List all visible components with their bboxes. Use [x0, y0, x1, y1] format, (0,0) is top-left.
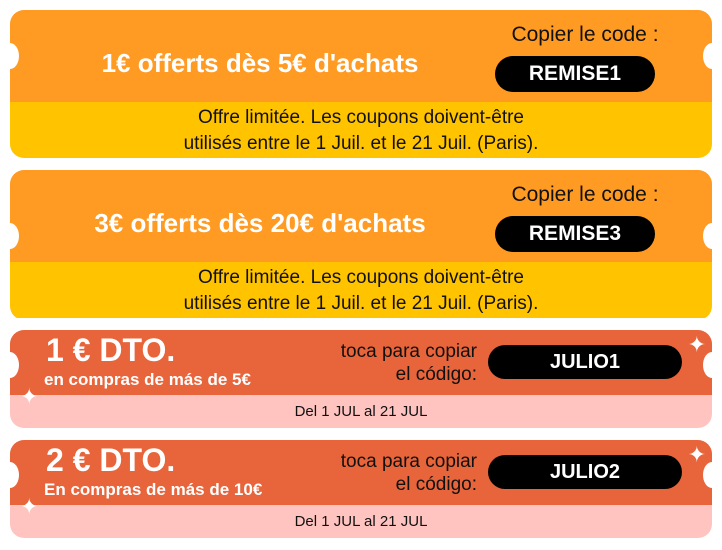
notch	[10, 223, 19, 249]
copy-label-line: el código:	[395, 364, 477, 385]
sparkle-icon: ✦	[687, 332, 706, 357]
coupon-headline: 3€ offerts dès 20€ d'achats	[94, 208, 426, 238]
code-button[interactable]: JULIO2	[488, 455, 682, 489]
copy-code-label: toca para copiar el código:	[341, 340, 477, 386]
coupon-terms: Offre limitée. Les coupons doivent-être …	[10, 102, 712, 158]
coupon-julio2[interactable]: 2 € DTO. En compras de más de 10€ toca p…	[10, 440, 712, 538]
coupon-remise3[interactable]: 3€ offerts dès 20€ d'achats Copier le co…	[10, 170, 712, 320]
notch	[703, 223, 712, 249]
notch	[703, 352, 712, 378]
discount-amount: 2 € DTO.	[46, 442, 176, 478]
terms-line: utilisés entre le 1 Juil. et le 21 Juil.…	[183, 133, 539, 154]
copy-label-line: el código:	[395, 474, 477, 495]
coupon-terms: Offre limitée. Les coupons doivent-être …	[10, 262, 712, 318]
coupon-header: 1 € DTO. en compras de más de 5€ toca pa…	[10, 330, 712, 395]
coupon-validity: Del 1 JUL al 21 JUL	[10, 395, 712, 428]
coupon-julio1[interactable]: 1 € DTO. en compras de más de 5€ toca pa…	[10, 330, 712, 428]
coupon-header: 3€ offerts dès 20€ d'achats Copier le co…	[10, 170, 712, 262]
copy-code-label: toca para copiar el código:	[341, 450, 477, 496]
terms-line: utilisés entre le 1 Juil. et le 21 Juil.…	[183, 293, 539, 314]
notch	[10, 462, 19, 488]
copy-label-line: toca para copiar	[340, 341, 477, 362]
copy-code-label: Copier le code :	[511, 23, 659, 46]
copy-code-label: Copier le code :	[511, 183, 659, 206]
sparkle-icon: ✦	[687, 442, 706, 467]
discount-condition: En compras de más de 10€	[44, 480, 263, 499]
coupon-header: 2 € DTO. En compras de más de 10€ toca p…	[10, 440, 712, 505]
notch	[10, 352, 19, 378]
copy-label-line: toca para copiar	[340, 451, 477, 472]
terms-line: Offre limitée. Les coupons doivent-être	[198, 267, 524, 288]
code-button[interactable]: REMISE3	[495, 216, 655, 252]
notch	[703, 43, 712, 69]
sparkle-icon: ✦	[20, 384, 39, 409]
code-button[interactable]: JULIO1	[488, 345, 682, 379]
discount-amount: 1 € DTO.	[46, 332, 176, 368]
discount-condition: en compras de más de 5€	[44, 370, 251, 389]
coupon-headline: 1€ offerts dès 5€ d'achats	[101, 48, 419, 78]
coupon-remise1[interactable]: 1€ offerts dès 5€ d'achats Copier le cod…	[10, 10, 712, 158]
code-button[interactable]: REMISE1	[495, 56, 655, 92]
sparkle-icon: ✦	[20, 494, 39, 519]
notch	[10, 43, 19, 69]
terms-line: Offre limitée. Les coupons doivent-être	[198, 107, 524, 128]
notch	[703, 462, 712, 488]
coupon-validity: Del 1 JUL al 21 JUL	[10, 505, 712, 538]
coupon-header: 1€ offerts dès 5€ d'achats Copier le cod…	[10, 10, 712, 102]
